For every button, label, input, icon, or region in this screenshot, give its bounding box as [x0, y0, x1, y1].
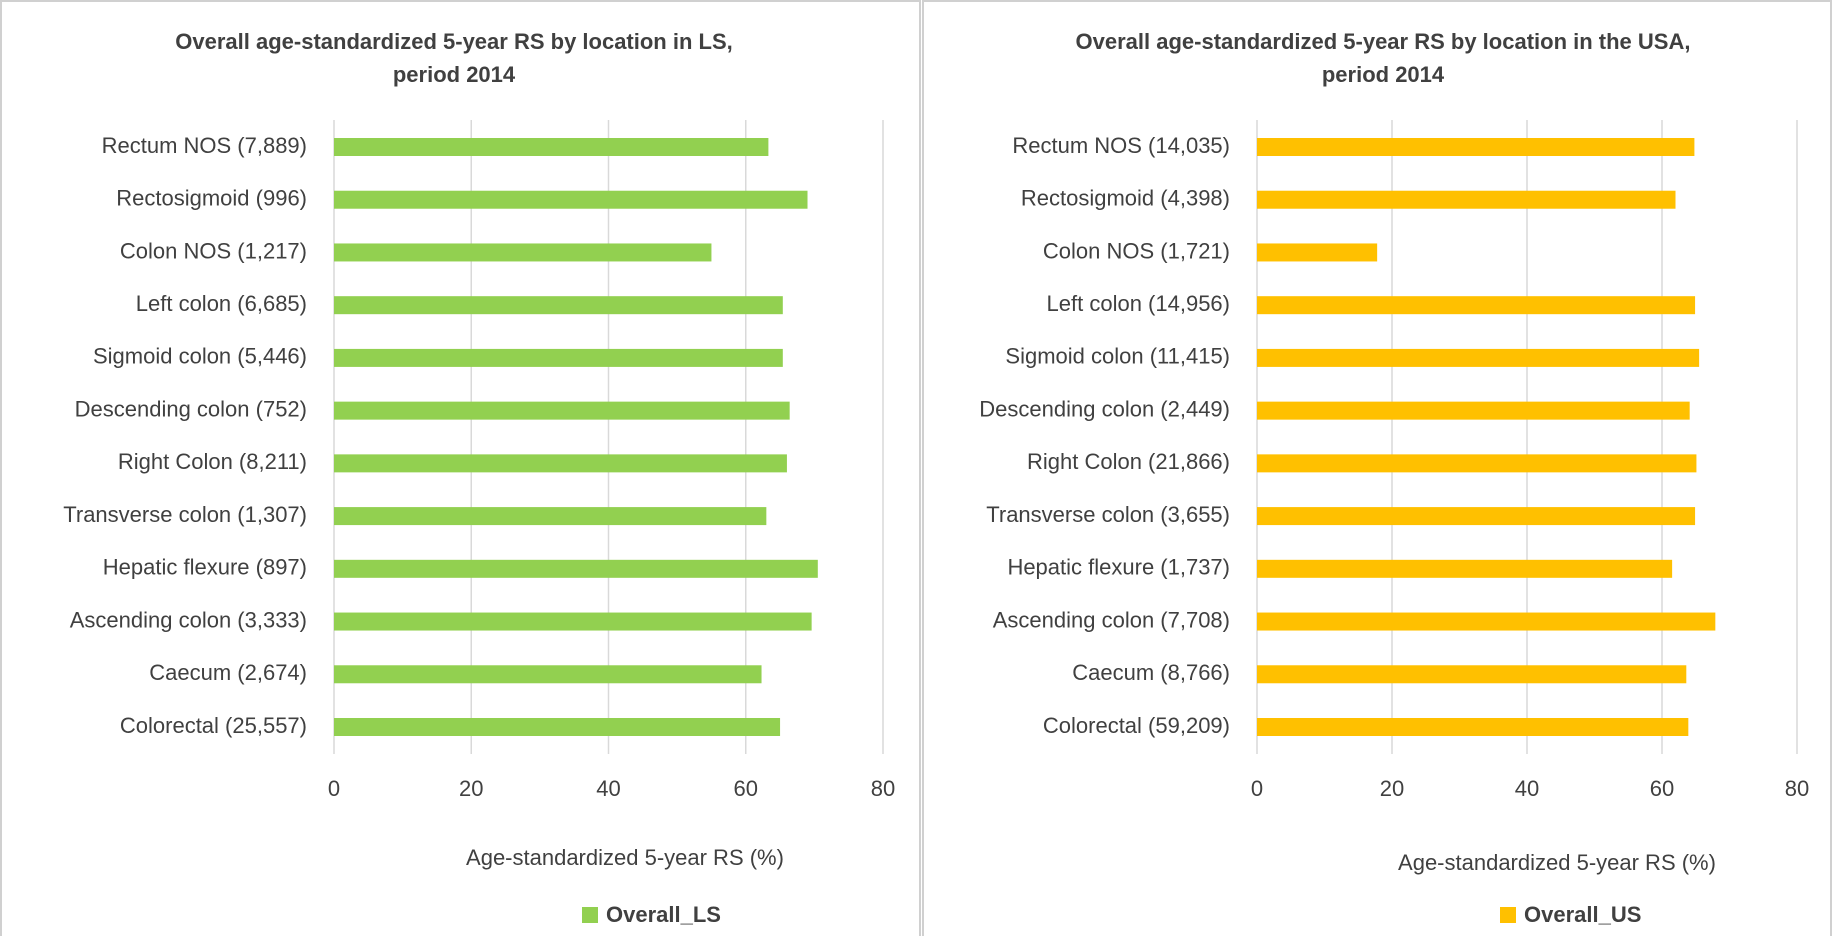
- bar: [1257, 665, 1687, 684]
- y-tick-label: Ascending colon (7,708): [993, 607, 1230, 632]
- y-tick-label: Colorectal (25,557): [120, 713, 307, 738]
- y-tick-label: Colon NOS (1,217): [120, 238, 307, 263]
- bar: [1257, 559, 1673, 578]
- y-tick-label: Caecum (8,766): [1072, 660, 1230, 685]
- x-tick-label: 80: [1785, 776, 1809, 801]
- y-tick-label: Sigmoid colon (5,446): [93, 344, 307, 369]
- bar: [1257, 190, 1676, 209]
- bar: [334, 138, 769, 156]
- y-tick-label: Left colon (14,956): [1047, 291, 1230, 316]
- y-tick-label: Hepatic flexure (1,737): [1007, 555, 1230, 580]
- bar: [334, 348, 783, 367]
- bar: [334, 243, 712, 262]
- y-tick-label: Colorectal (59,209): [1043, 713, 1230, 738]
- y-tick-label: Descending colon (2,449): [979, 396, 1230, 421]
- bar: [1257, 507, 1696, 526]
- bar: [1257, 612, 1716, 631]
- x-tick-label: 80: [871, 776, 895, 801]
- bar: [1257, 401, 1690, 420]
- x-tick-label: 0: [1251, 776, 1263, 801]
- y-tick-label: Right Colon (8,211): [118, 449, 307, 474]
- y-tick-label: Sigmoid colon (11,415): [1005, 344, 1230, 369]
- y-tick-label: Rectum NOS (7,889): [102, 133, 307, 158]
- legend-label: Overall_LS: [606, 902, 721, 927]
- bar: [334, 718, 781, 736]
- bar: [334, 296, 783, 315]
- y-tick-label: Caecum (2,674): [149, 660, 307, 685]
- legend-swatch: [1500, 907, 1516, 923]
- y-tick-label: Left colon (6,685): [136, 291, 307, 316]
- chart-title: period 2014: [393, 62, 516, 87]
- x-tick-label: 20: [459, 776, 483, 801]
- y-tick-label: Right Colon (21,866): [1027, 449, 1230, 474]
- x-axis-label: Age-standardized 5-year RS (%): [1398, 850, 1716, 875]
- x-tick-label: 40: [1515, 776, 1539, 801]
- bar: [334, 612, 812, 631]
- x-tick-label: 20: [1380, 776, 1404, 801]
- chart-title: Overall age-standardized 5-year RS by lo…: [175, 29, 733, 54]
- panel-border: [922, 0, 1832, 936]
- bar: [1257, 138, 1695, 156]
- y-tick-label: Ascending colon (3,333): [70, 607, 307, 632]
- y-tick-label: Transverse colon (3,655): [986, 502, 1230, 527]
- y-tick-label: Hepatic flexure (897): [103, 555, 307, 580]
- chart-title: Overall age-standardized 5-year RS by lo…: [1076, 29, 1691, 54]
- bar: [334, 559, 818, 578]
- y-tick-label: Colon NOS (1,721): [1043, 238, 1230, 263]
- bar: [334, 454, 787, 473]
- bar: [334, 190, 808, 209]
- x-tick-label: 60: [1650, 776, 1674, 801]
- y-tick-label: Rectosigmoid (996): [116, 186, 307, 211]
- y-tick-label: Descending colon (752): [75, 396, 307, 421]
- bar: [1257, 348, 1700, 367]
- bar: [1257, 454, 1697, 473]
- legend-label: Overall_US: [1524, 902, 1641, 927]
- y-tick-label: Transverse colon (1,307): [63, 502, 307, 527]
- legend-swatch: [582, 907, 598, 923]
- panel-border: [0, 0, 921, 936]
- x-tick-label: 40: [596, 776, 620, 801]
- chart-title: period 2014: [1322, 62, 1445, 87]
- bar: [1257, 296, 1696, 315]
- x-axis-label: Age-standardized 5-year RS (%): [466, 845, 784, 870]
- x-tick-label: 0: [328, 776, 340, 801]
- bar: [334, 401, 790, 420]
- x-tick-label: 60: [734, 776, 758, 801]
- y-tick-label: Rectosigmoid (4,398): [1021, 186, 1230, 211]
- bar: [334, 507, 767, 526]
- bar: [1257, 243, 1378, 262]
- y-tick-label: Rectum NOS (14,035): [1012, 133, 1230, 158]
- bar: [334, 665, 762, 684]
- bar: [1257, 718, 1689, 736]
